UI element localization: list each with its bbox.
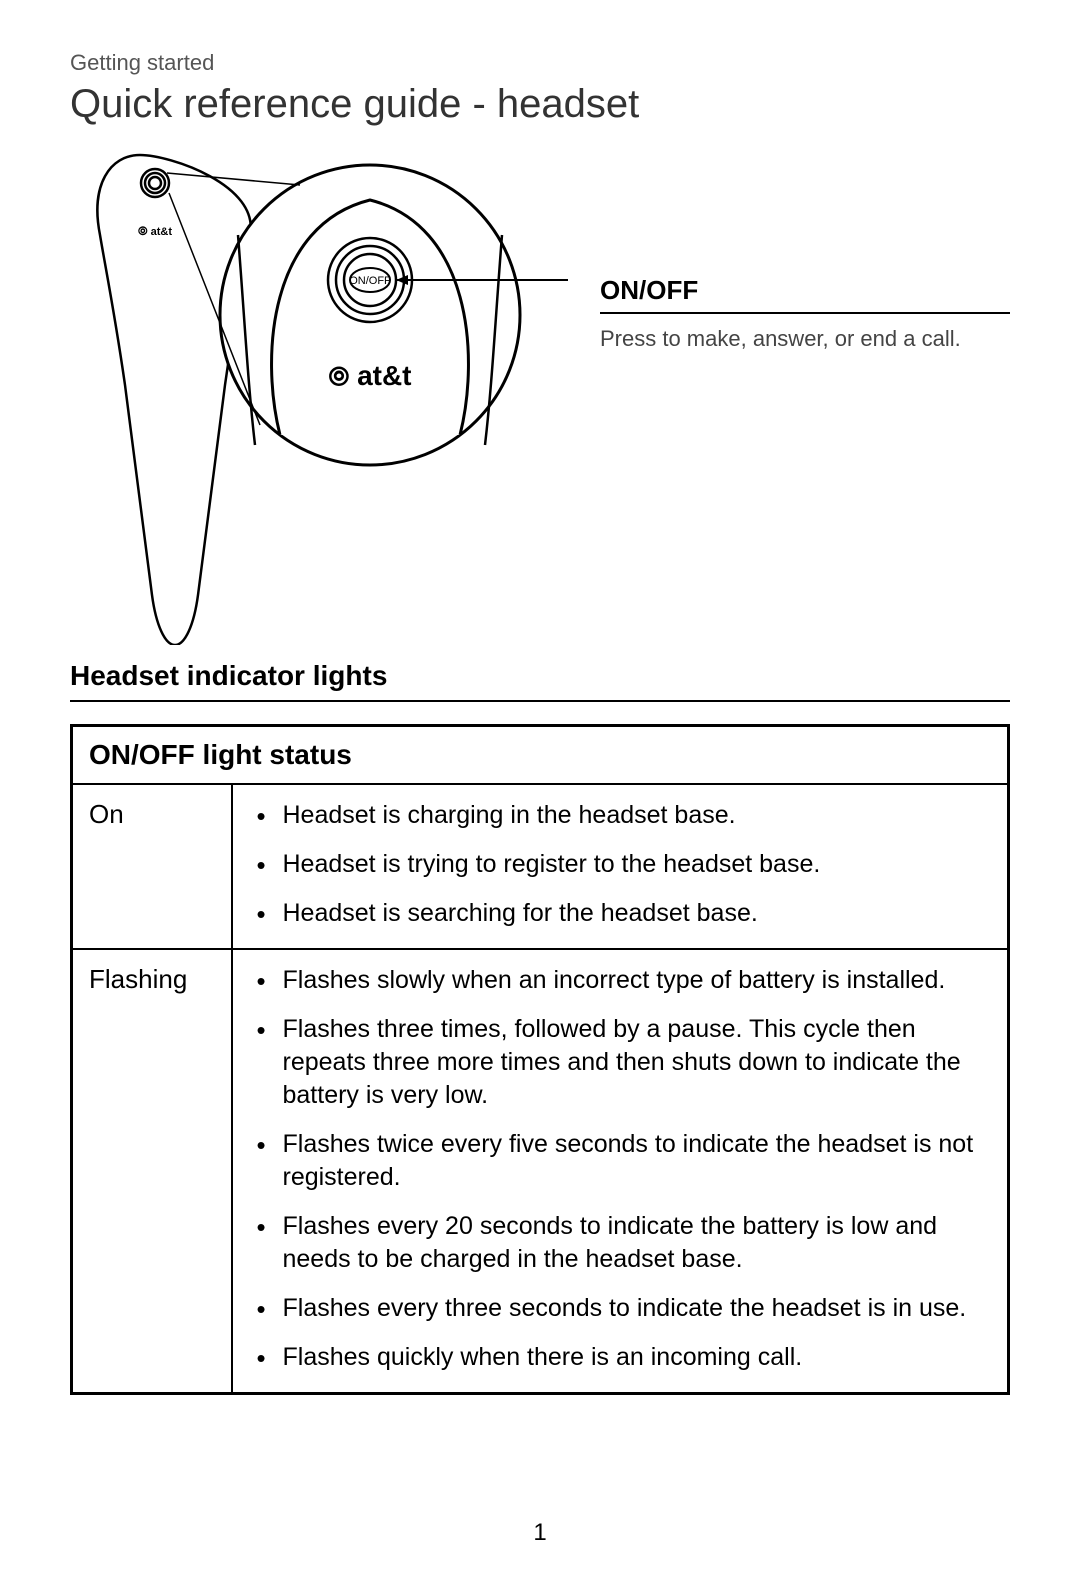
list-item: Headset is charging in the headset base. (249, 799, 996, 832)
list-item: Headset is trying to register to the hea… (249, 848, 996, 881)
table-header: ON/OFF light status (72, 726, 1009, 785)
table-row: On Headset is charging in the headset ba… (72, 784, 1009, 949)
list-item: Flashes three times, followed by a pause… (249, 1013, 996, 1112)
status-table: ON/OFF light status On Headset is chargi… (70, 724, 1010, 1395)
list-item: Flashes every 20 seconds to indicate the… (249, 1210, 996, 1276)
svg-text:⦾ at&t: ⦾ at&t (328, 360, 411, 391)
row-content: Headset is charging in the headset base.… (232, 784, 1009, 949)
headset-diagram: ⦾ at&t ON/OFF ⦾ at&t (70, 145, 570, 650)
svg-text:⦾ at&t: ⦾ at&t (138, 224, 172, 238)
callout-description: Press to make, answer, or end a call. (600, 324, 1010, 354)
list-item: Flashes slowly when an incorrect type of… (249, 964, 996, 997)
page-number: 1 (0, 1519, 1080, 1547)
list-item: Flashes quickly when there is an incomin… (249, 1341, 996, 1374)
callout-title: ON/OFF (600, 275, 1010, 314)
att-logo: ⦾ at&t (328, 360, 411, 391)
diagram-row: ⦾ at&t ON/OFF ⦾ at&t (70, 145, 1010, 650)
row-content: Flashes slowly when an incorrect type of… (232, 949, 1009, 1394)
onoff-callout: ON/OFF Press to make, answer, or end a c… (600, 275, 1010, 354)
section-heading: Headset indicator lights (70, 660, 1010, 702)
page-title: Quick reference guide - headset (70, 82, 1010, 127)
list-item: Flashes every three seconds to indicate … (249, 1292, 996, 1325)
table-row: Flashing Flashes slowly when an incorrec… (72, 949, 1009, 1394)
row-label: Flashing (72, 949, 232, 1394)
list-item: Flashes twice every five seconds to indi… (249, 1128, 996, 1194)
onoff-button-label: ON/OFF (349, 275, 391, 287)
breadcrumb: Getting started (70, 50, 1010, 76)
list-item: Headset is searching for the headset bas… (249, 897, 996, 930)
row-label: On (72, 784, 232, 949)
